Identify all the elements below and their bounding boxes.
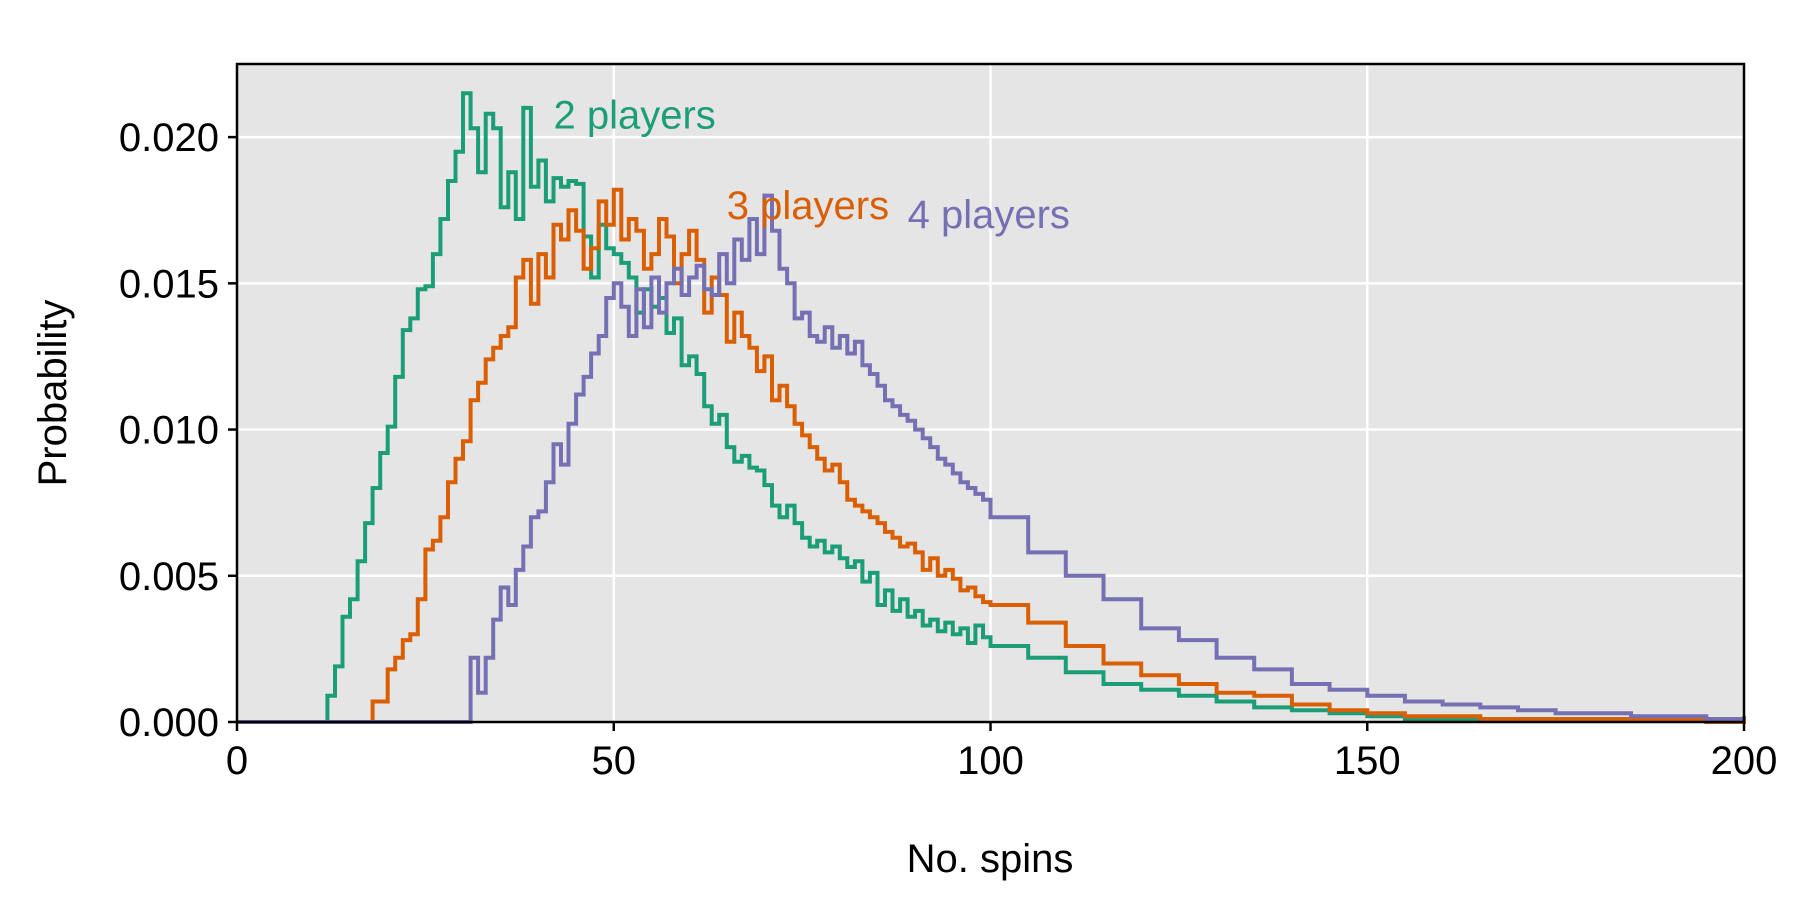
- x-tick-label: 200: [1711, 739, 1778, 783]
- y-tick-label: 0.020: [119, 116, 219, 160]
- y-tick-label: 0.015: [119, 262, 219, 306]
- series-line-3-players: [237, 187, 1746, 724]
- series-line-4-players: [237, 193, 1744, 724]
- series-label: 2 players: [553, 93, 715, 137]
- series-line-2-players: [237, 91, 1746, 724]
- tick-layer: 0.000 0.005 0.010 0.015 0.020 0 50 100 150 200: [119, 116, 1777, 783]
- x-tick-label: 150: [1334, 739, 1401, 783]
- label-layer: 2 players 3 players 4 players: [553, 93, 1069, 236]
- series-label: 4 players: [908, 193, 1070, 237]
- y-tick-label: 0.010: [119, 409, 219, 453]
- series-layer: [237, 91, 1746, 724]
- series-label: 3 players: [727, 184, 889, 228]
- y-tick-label: 0.000: [119, 701, 219, 745]
- x-tick-label: 100: [957, 739, 1024, 783]
- x-axis-title: No. spins: [907, 837, 1074, 881]
- x-tick-label: 50: [592, 739, 637, 783]
- x-tick-label: 0: [226, 739, 248, 783]
- y-axis-title: Probability: [31, 300, 75, 487]
- y-tick-label: 0.005: [119, 555, 219, 599]
